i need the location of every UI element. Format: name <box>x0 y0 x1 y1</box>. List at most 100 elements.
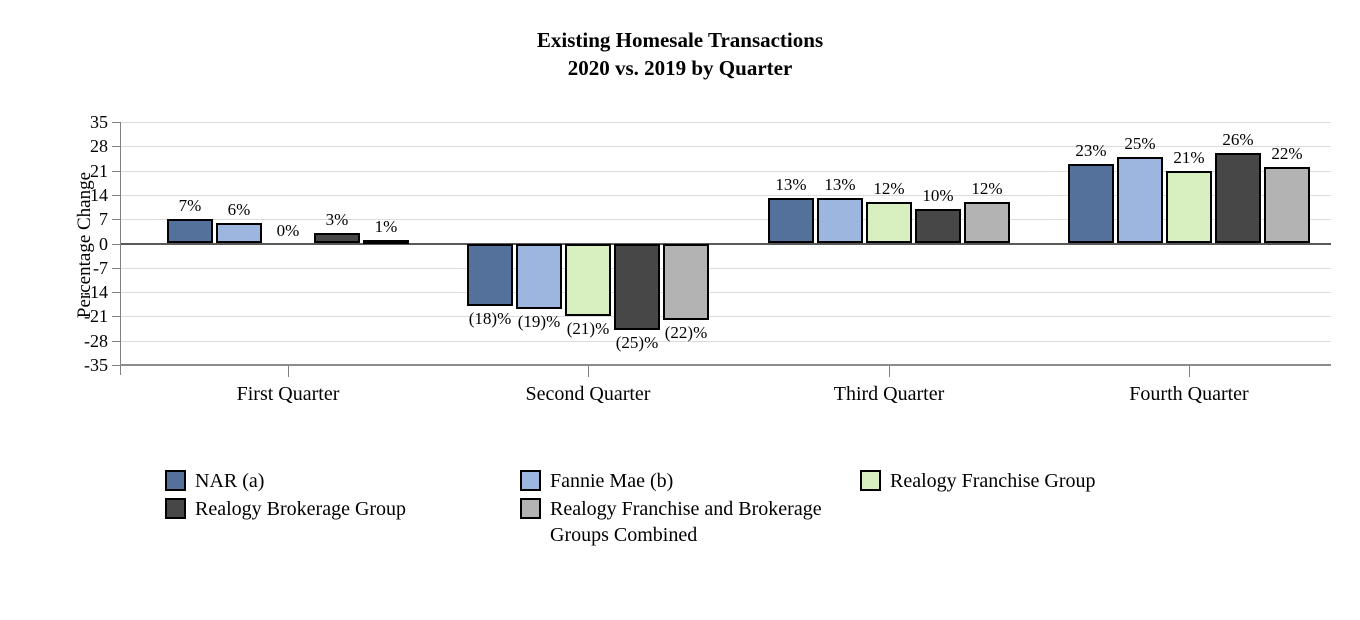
gridline <box>120 170 1331 172</box>
legend-item-1: NAR (a) <box>165 468 520 494</box>
y-axis-tick <box>112 219 120 221</box>
y-tick-label: 35 <box>90 112 108 132</box>
bar-1-q4 <box>1068 163 1114 244</box>
bar-value-label: (19)% <box>517 312 561 332</box>
chart-title: Existing Homesale Transactions 2020 vs. … <box>0 26 1360 82</box>
legend-label: Fannie Mae (b) <box>550 470 674 492</box>
plot-area: 7% 6% 0% 3% 1% (18)% (19)% (21)% (25)% (22)% 13% 13… <box>120 122 1331 366</box>
legend-swatch <box>520 498 541 519</box>
bar-3-q4 <box>1166 170 1212 244</box>
gridline <box>120 146 1331 148</box>
bar-value-label: 13% <box>775 175 807 195</box>
bar-value-label: 0% <box>276 220 300 240</box>
legend-swatch <box>165 498 186 519</box>
bar-value-label: 25% <box>1124 133 1156 153</box>
x-axis-tick <box>1189 366 1190 377</box>
bar-value-label: 22% <box>1271 144 1303 164</box>
legend-item-4: Realogy Brokerage Group <box>165 496 520 548</box>
bar-4-q4 <box>1215 153 1261 244</box>
y-tick-label: 0 <box>99 233 108 254</box>
legend-label: Realogy Franchise and Brokerage Groups C… <box>550 498 822 546</box>
chart-title-line1: Existing Homesale Transactions <box>536 28 824 52</box>
legend-label: Realogy Brokerage Group <box>195 498 407 520</box>
legend-item-2: Fannie Mae (b) <box>520 468 860 494</box>
bar-value-label: (25)% <box>615 333 659 353</box>
y-axis-tick <box>112 365 120 366</box>
bar-5-q3 <box>964 201 1010 244</box>
bar-value-label: (22)% <box>664 322 708 342</box>
legend-swatch <box>165 470 186 491</box>
y-axis-tick <box>112 267 120 269</box>
y-axis-tick <box>112 340 120 342</box>
y-axis-tick <box>112 122 120 123</box>
bar-4-q1 <box>314 233 360 244</box>
bar-value-label: 26% <box>1222 130 1254 150</box>
x-category-label: Second Quarter <box>525 383 651 405</box>
y-tick-label: -35 <box>84 355 108 375</box>
gridline <box>120 340 1331 342</box>
y-tick-label: -21 <box>84 306 108 327</box>
chart-legend: NAR (a) Fannie Mae (b) Realogy Franchise G… <box>165 468 1265 548</box>
gridline <box>120 122 1331 123</box>
bar-value-label: 3% <box>325 210 349 230</box>
x-axis-tick <box>288 366 289 377</box>
bar-value-label: (18)% <box>468 308 512 328</box>
bar-value-label: 13% <box>824 175 856 195</box>
bar-2-q1 <box>216 222 262 244</box>
x-axis-tick <box>588 366 589 377</box>
bar-value-label: 12% <box>971 178 1003 198</box>
x-category-label: First Quarter <box>236 383 340 405</box>
legend-label: Realogy Franchise Group <box>890 470 1096 492</box>
bar-4-q2 <box>614 243 660 331</box>
gridline <box>120 219 1331 221</box>
y-tick-label: -14 <box>84 282 108 303</box>
gridline <box>120 292 1331 294</box>
gridline <box>120 316 1331 318</box>
bar-2-q4 <box>1117 156 1163 244</box>
y-tick-label: -7 <box>93 257 108 278</box>
legend-item-5: Realogy Franchise and Brokerage Groups C… <box>520 496 860 548</box>
bar-value-label: 21% <box>1173 147 1205 167</box>
bar-3-q3 <box>866 201 912 244</box>
bar-1-q3 <box>768 198 814 244</box>
y-axis-tick <box>112 243 120 245</box>
x-axis-tick <box>889 366 890 377</box>
y-axis-tick <box>112 146 120 148</box>
y-tick-label: 28 <box>90 136 108 157</box>
y-axis-tick <box>112 194 120 196</box>
bar-value-label: 12% <box>873 178 905 198</box>
y-tick-label: -28 <box>84 330 108 351</box>
zero-gridline <box>120 242 1331 245</box>
bar-1-q2 <box>467 243 513 306</box>
bar-value-label: 7% <box>178 196 202 216</box>
bar-4-q3 <box>915 208 961 244</box>
bar-1-q1 <box>167 219 213 244</box>
gridline <box>120 194 1331 196</box>
bar-5-q1 <box>363 240 409 245</box>
legend-swatch <box>520 470 541 491</box>
y-tick-label: 7 <box>99 209 108 230</box>
bar-value-label: 6% <box>227 199 251 219</box>
legend-label: NAR (a) <box>195 470 265 492</box>
bar-value-label: (21)% <box>566 319 610 339</box>
bar-5-q2 <box>663 243 709 320</box>
y-tick-label: 14 <box>90 184 108 205</box>
x-axis-line <box>120 364 1331 366</box>
y-tick-label: 21 <box>90 160 108 181</box>
bar-2-q3 <box>817 198 863 244</box>
y-axis-tick <box>112 316 120 318</box>
bar-value-label: 1% <box>374 217 398 237</box>
bar-value-label: 23% <box>1075 140 1107 160</box>
gridline <box>120 267 1331 269</box>
legend-item-3: Realogy Franchise Group <box>860 468 1265 494</box>
chart-title-line2: 2020 vs. 2019 by Quarter <box>567 56 793 80</box>
y-axis-line <box>120 122 121 375</box>
y-axis-title: Percentage Change <box>74 171 95 318</box>
legend-swatch <box>860 470 881 491</box>
y-axis-tick <box>112 170 120 172</box>
y-axis-tick <box>112 292 120 294</box>
bar-2-q2 <box>516 243 562 310</box>
bar-5-q4 <box>1264 167 1310 244</box>
bar-value-label: 10% <box>922 185 954 205</box>
x-category-label: Third Quarter <box>833 383 945 405</box>
